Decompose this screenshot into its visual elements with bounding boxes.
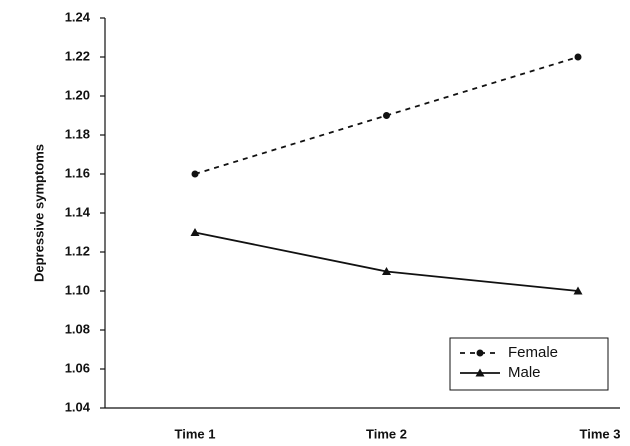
y-tick-label: 1.10 (65, 282, 90, 297)
marker (190, 228, 200, 236)
y-axis-label: Depressive symptoms (31, 144, 46, 282)
marker (573, 286, 583, 295)
legend-box (449, 337, 609, 391)
legend-label: Female (508, 344, 558, 361)
y-tick-label: 1.18 (65, 126, 90, 141)
marker (574, 53, 582, 61)
x-tick-label: Time 2 (366, 426, 407, 441)
series-line (194, 231, 579, 292)
y-tick-label: 1.22 (65, 48, 90, 63)
legend-label: Male (508, 364, 541, 381)
y-tick-label: 1.08 (65, 321, 90, 336)
y-tick-label: 1.12 (65, 243, 90, 258)
x-tick-label: Time 3 (580, 426, 621, 441)
legend-marker (475, 368, 485, 377)
y-tick-label: 1.14 (65, 204, 91, 219)
y-tick-label: 1.06 (65, 360, 90, 375)
marker (383, 112, 390, 119)
marker (382, 267, 391, 275)
x-tick-label: Time 1 (175, 426, 216, 441)
marker (191, 170, 199, 178)
legend-marker (476, 349, 484, 357)
y-tick-label: 1.04 (65, 399, 91, 414)
y-tick-label: 1.20 (65, 87, 90, 102)
y-tick-label: 1.24 (65, 9, 91, 24)
y-tick-label: 1.16 (65, 165, 90, 180)
